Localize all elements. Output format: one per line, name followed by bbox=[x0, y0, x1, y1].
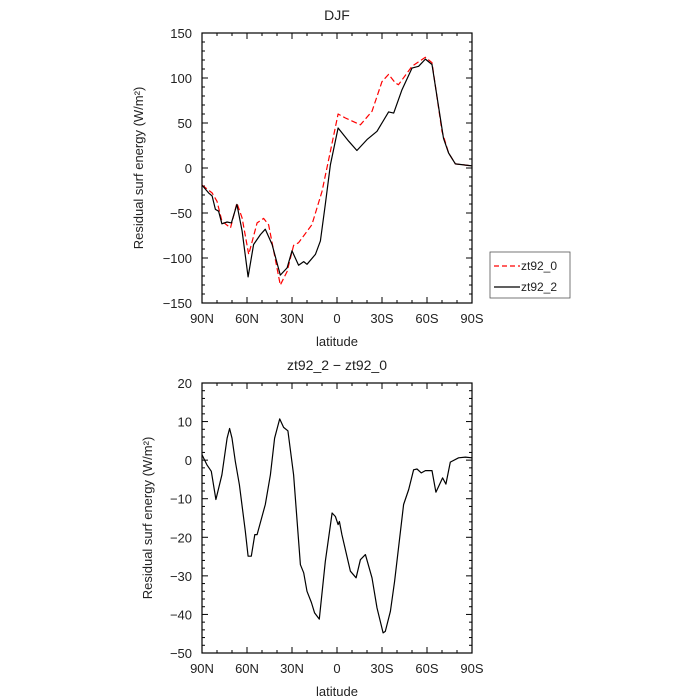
y-tick-label: 0 bbox=[185, 453, 192, 468]
x-tick-label: 60S bbox=[415, 311, 438, 326]
x-tick-label: 0 bbox=[333, 311, 340, 326]
y-axis-label: Residual surf energy (W/m²) bbox=[140, 437, 155, 600]
series-line-zt92-2-zt92-0 bbox=[201, 418, 473, 634]
y-tick-label: 20 bbox=[178, 376, 192, 391]
x-axis-label: latitude bbox=[316, 334, 358, 349]
x-tick-label: 60N bbox=[235, 311, 259, 326]
x-tick-label: 90N bbox=[190, 661, 214, 676]
legend-box bbox=[489, 251, 571, 299]
plot-frame bbox=[201, 382, 473, 654]
y-tick-label: 50 bbox=[178, 116, 192, 131]
y-tick-label: −100 bbox=[163, 251, 192, 266]
series-line-zt92-2 bbox=[201, 58, 473, 278]
y-tick-label: −50 bbox=[170, 646, 192, 661]
y-tick-label: 0 bbox=[185, 161, 192, 176]
legend-label-zt92-2: zt92_2 bbox=[521, 280, 557, 294]
x-tick-label: 60N bbox=[235, 661, 259, 676]
x-tick-label: 30N bbox=[280, 311, 304, 326]
x-tick-label: 30S bbox=[370, 661, 393, 676]
y-tick-label: 10 bbox=[178, 415, 192, 430]
x-tick-label: 90N bbox=[190, 311, 214, 326]
chart-title: zt92_2 − zt92_0 bbox=[287, 357, 387, 373]
y-tick-label: 150 bbox=[170, 26, 192, 41]
x-tick-label: 90S bbox=[460, 661, 483, 676]
x-axis-label: latitude bbox=[316, 684, 358, 699]
x-tick-label: 60S bbox=[415, 661, 438, 676]
y-axis-label: Residual surf energy (W/m²) bbox=[131, 87, 146, 250]
plot-frame bbox=[201, 32, 473, 304]
y-tick-label: 100 bbox=[170, 71, 192, 86]
y-tick-label: −30 bbox=[170, 569, 192, 584]
x-tick-label: 30S bbox=[370, 311, 393, 326]
series-line-zt92-0 bbox=[201, 56, 473, 286]
y-tick-label: −40 bbox=[170, 607, 192, 622]
y-tick-label: −50 bbox=[170, 206, 192, 221]
legend: zt92_0 zt92_2 bbox=[489, 251, 571, 299]
x-tick-label: 90S bbox=[460, 311, 483, 326]
x-tick-label: 30N bbox=[280, 661, 304, 676]
panel-difference: zt92_2 − zt92_0 latitude Residual surf e… bbox=[140, 357, 484, 699]
y-tick-label: −20 bbox=[170, 530, 192, 545]
chart-title: DJF bbox=[324, 7, 350, 23]
panel-djf: DJF latitude Residual surf energy (W/m²)… bbox=[131, 7, 484, 349]
x-tick-label: 0 bbox=[333, 661, 340, 676]
legend-label-zt92-0: zt92_0 bbox=[521, 259, 557, 273]
y-tick-label: −10 bbox=[170, 492, 192, 507]
y-tick-label: −150 bbox=[163, 296, 192, 311]
